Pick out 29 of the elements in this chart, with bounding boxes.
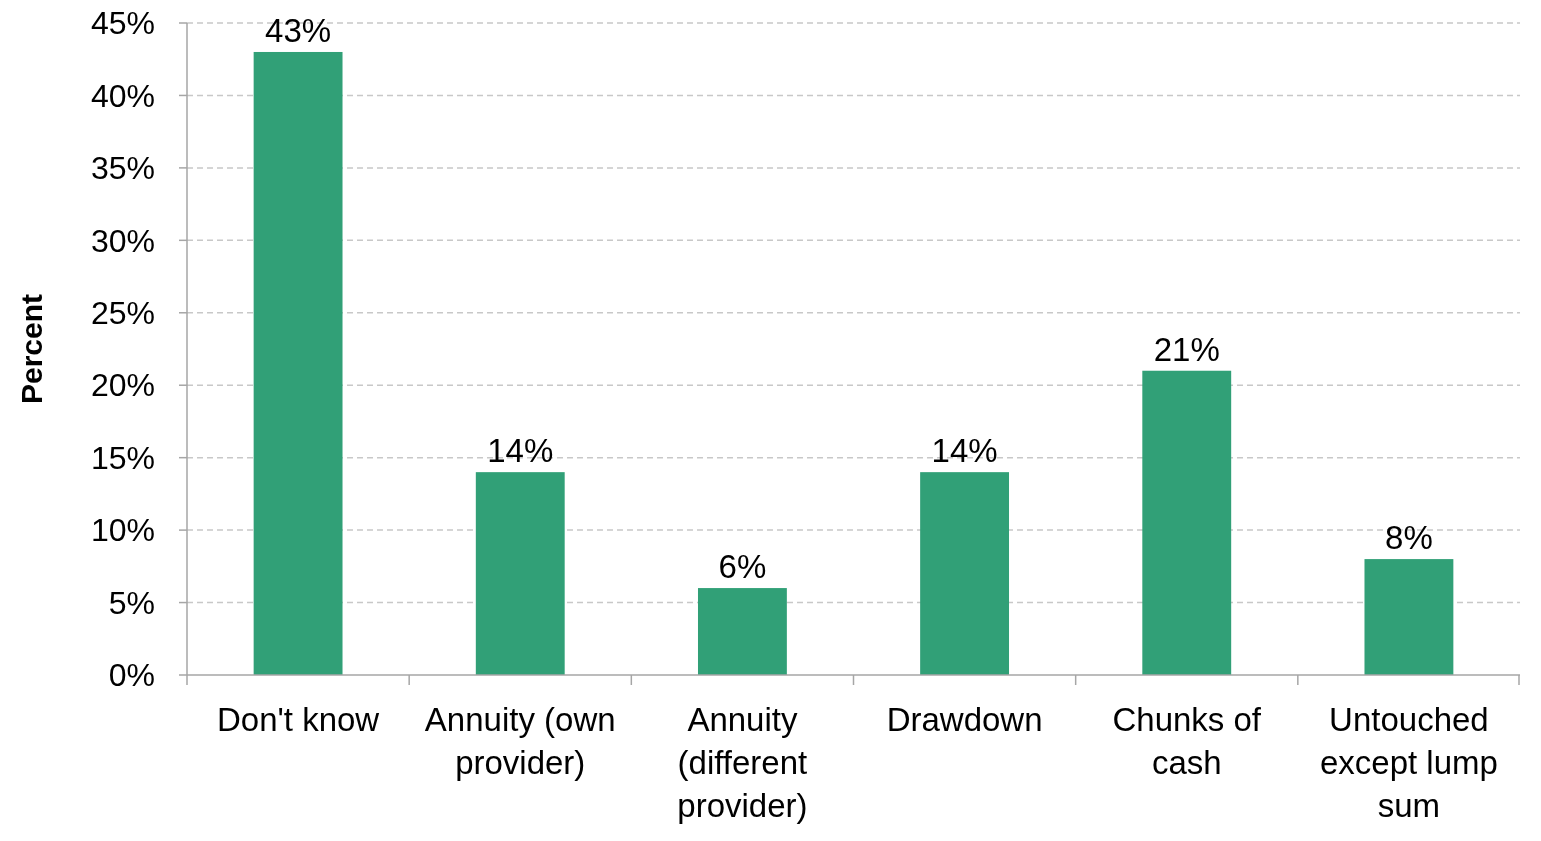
x-tick-label: Untouched except lump sum (1319, 701, 1498, 824)
y-tick-label: 15% (90, 439, 155, 476)
bar (475, 472, 565, 675)
y-tick-label: 35% (90, 150, 155, 187)
x-tick-label: Chunks of cash (1112, 701, 1262, 781)
x-tick-label: Drawdown (886, 701, 1043, 738)
data-label: 6% (718, 548, 767, 586)
bar (697, 588, 787, 675)
y-tick-label: 5% (108, 584, 155, 621)
x-tick-label: Annuity (different provider) (677, 701, 808, 824)
y-tick-label: 45% (90, 5, 155, 42)
y-tick-label: 0% (108, 657, 155, 694)
bar (1364, 559, 1454, 675)
x-tick-label: Don't know (216, 701, 380, 738)
y-tick-label: 30% (90, 222, 155, 259)
y-tick-label: 40% (90, 77, 155, 114)
y-axis-title: Percent (15, 293, 48, 405)
bar (1142, 370, 1232, 675)
data-label: 8% (1385, 519, 1433, 557)
data-label: 21% (1153, 330, 1220, 368)
y-tick-label: 25% (90, 294, 155, 331)
data-label: 14% (931, 432, 998, 470)
data-label: 43% (265, 11, 332, 49)
bar (253, 51, 343, 675)
data-label: 14% (487, 432, 554, 470)
y-tick-label: 10% (90, 512, 155, 549)
y-tick-label: 20% (90, 367, 155, 404)
bar (920, 472, 1010, 675)
x-tick-label: Annuity (own provider) (424, 701, 616, 781)
